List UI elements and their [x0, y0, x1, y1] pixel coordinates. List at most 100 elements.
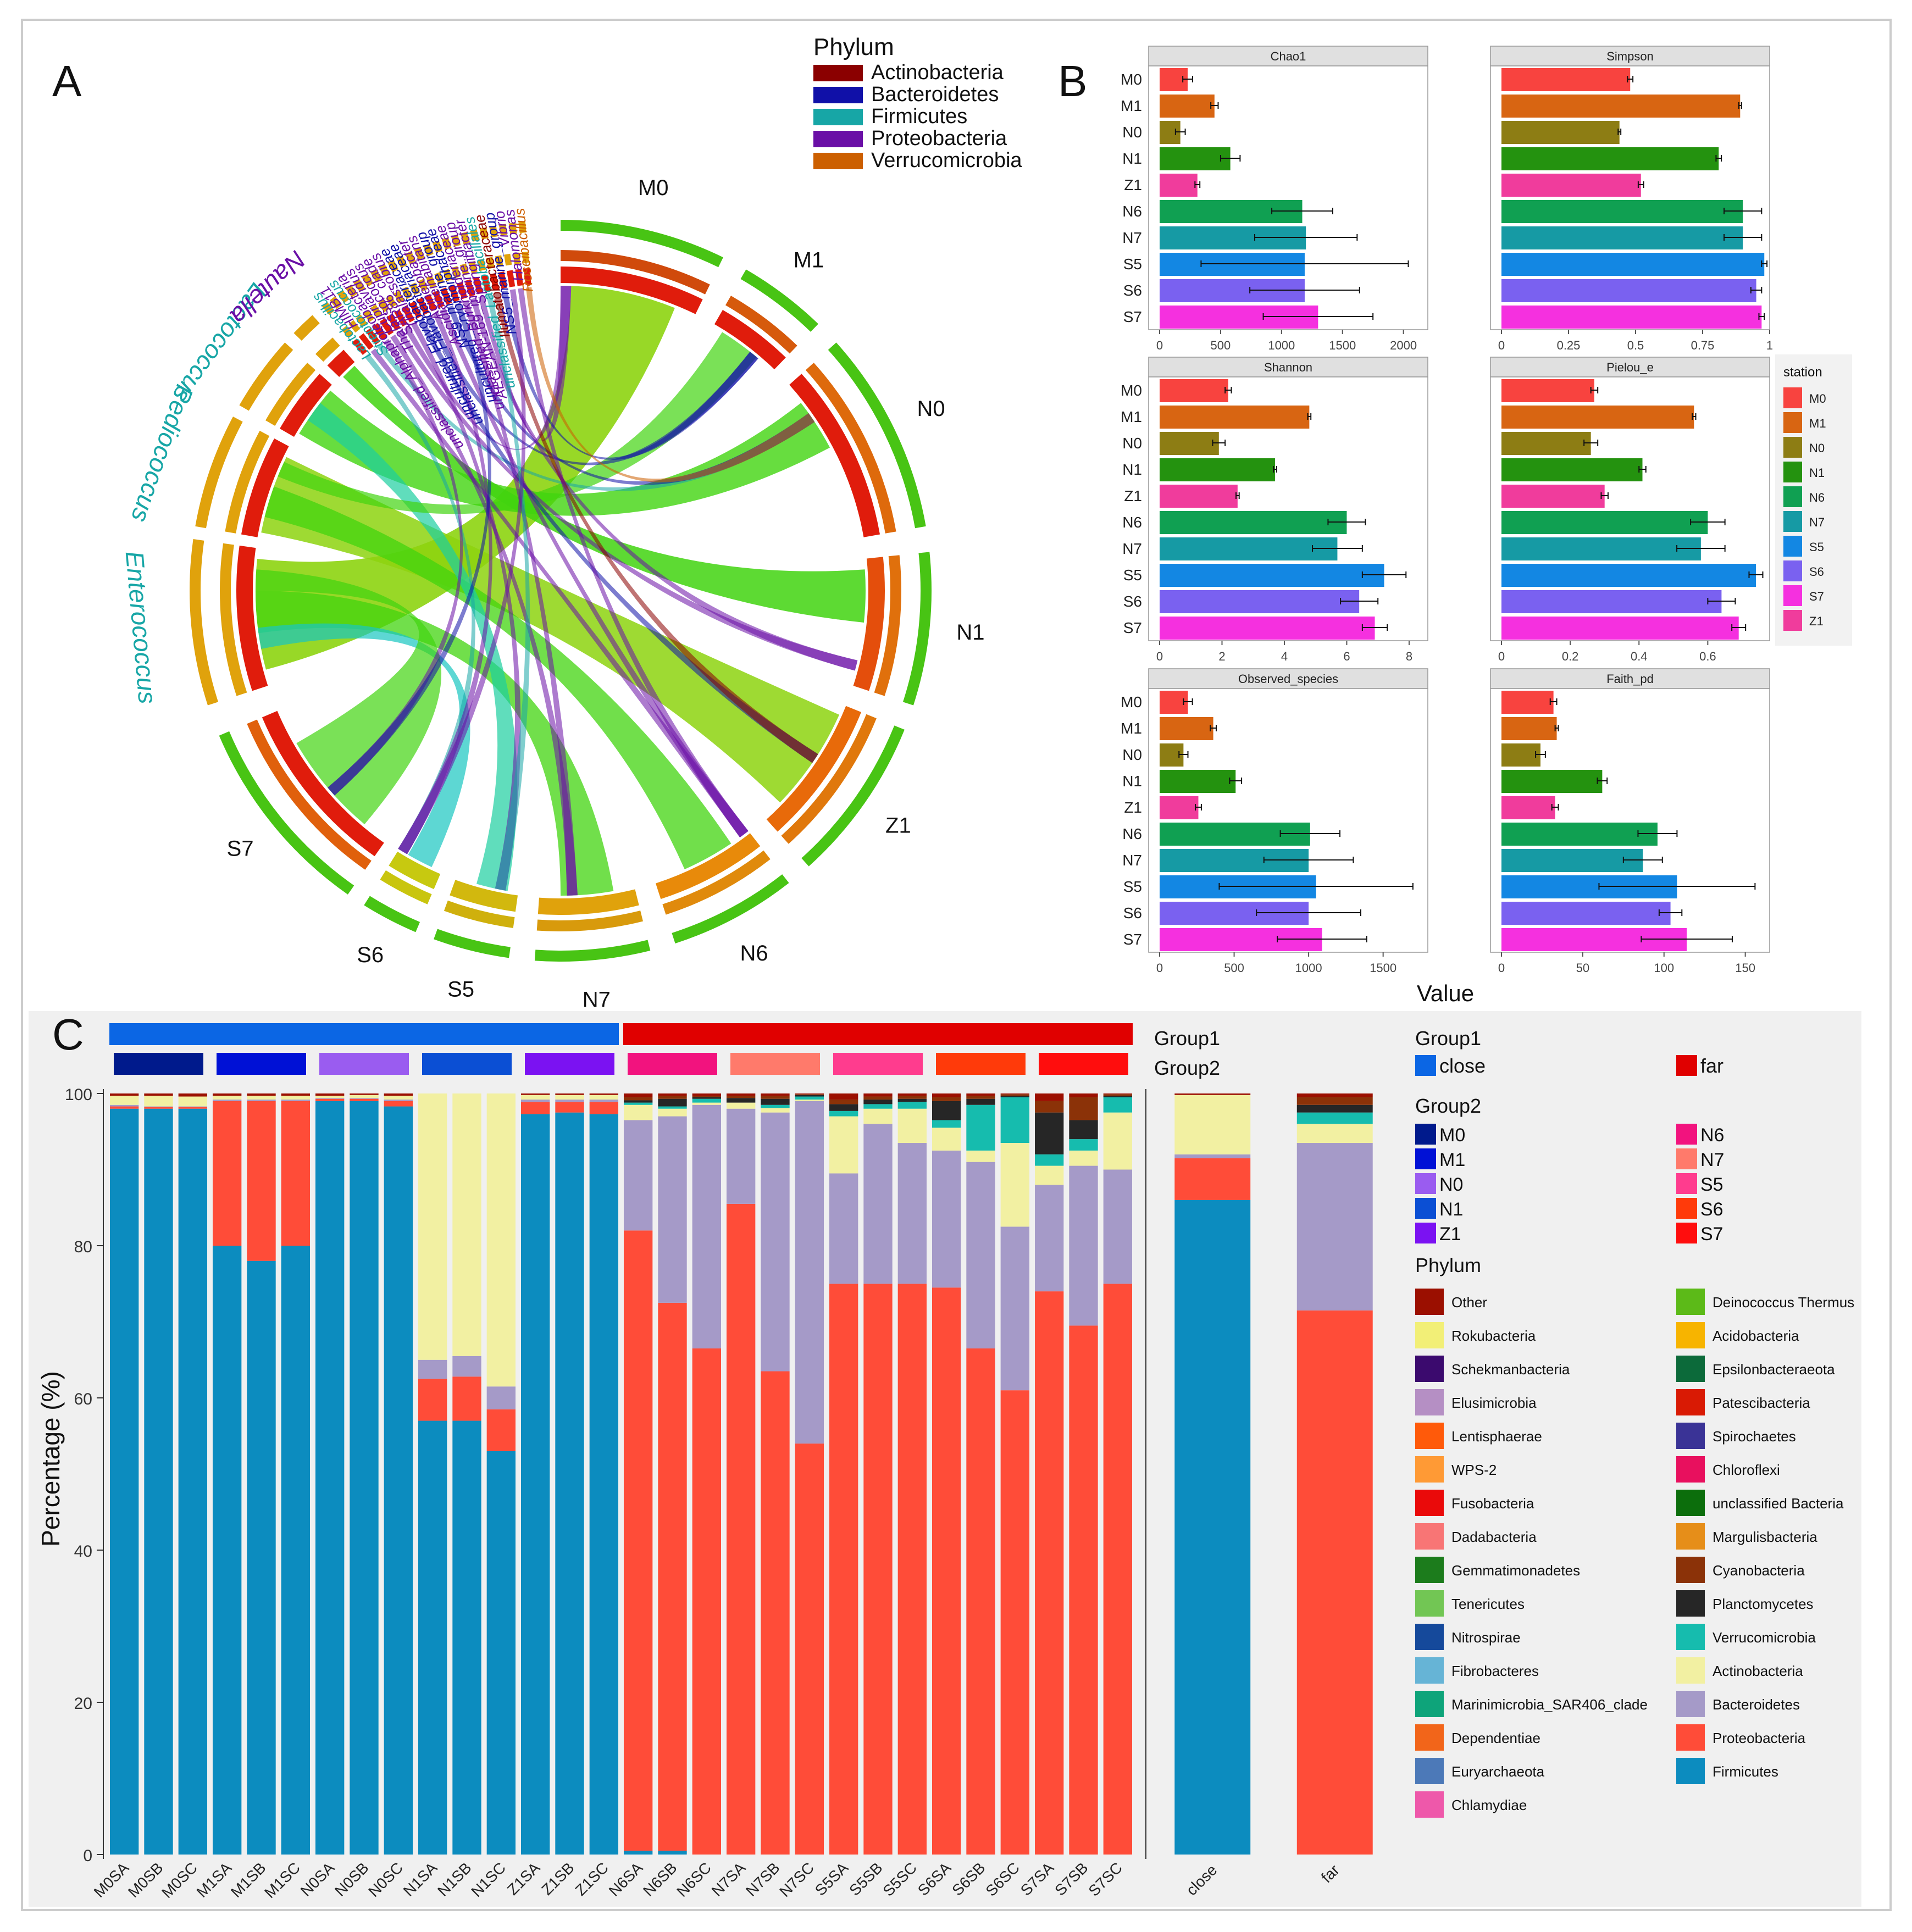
bar-S7: [1160, 617, 1375, 640]
bar-S7: [1501, 617, 1739, 640]
segment-S7SB-Proteobacteria: [1069, 1325, 1098, 1855]
station-legend-label-N7: N7: [1809, 515, 1825, 529]
genus-mid-ring-Pediococcus: [225, 430, 270, 534]
station-mid-ring-S5: [444, 900, 515, 928]
phylum-swatch-Schekmanbacteria: [1415, 1356, 1444, 1382]
ribbon-uncultured_Cryomorphaceae: [328, 302, 491, 796]
y-tick-label-S6: S6: [1123, 904, 1142, 921]
phylum-legend: Phylum ActinobacteriaBacteroidetesFirmic…: [813, 34, 1022, 172]
station-legend-label-N1: N1: [1809, 466, 1825, 480]
bar-N1: [1160, 147, 1231, 170]
genus-inner-ring-Streptococcus: [365, 328, 380, 345]
segment-N6SA-Cyanobacteria: [623, 1097, 653, 1101]
station-mid-ring-M1: [725, 296, 797, 354]
segment-S6SC-Other: [1000, 1093, 1030, 1095]
x-tick-label: 50: [1576, 961, 1589, 975]
segment-S6SB-Planctomycetes: [966, 1098, 995, 1105]
station-inner-ring-S6: [389, 851, 441, 890]
phylum-swatch-Chlamydiae: [1415, 1791, 1444, 1818]
segment-N7SA-Bacteroidetes: [726, 1108, 756, 1204]
bar-Z1: [1160, 174, 1198, 197]
segment-N0SB-Firmicutes: [350, 1101, 379, 1855]
facet-title: Pielou_e: [1606, 360, 1654, 374]
phylum-swatch-Margulisbacteria: [1676, 1523, 1705, 1550]
phylum-legend-label-Deinococcus Thermus: Deinococcus Thermus: [1713, 1294, 1854, 1311]
phylum-legend-label-Dependentiae: Dependentiae: [1451, 1730, 1540, 1746]
segment-N7SB-Bacteroidetes: [761, 1112, 790, 1372]
segment-N0SA-Actinobacteria: [315, 1096, 345, 1098]
x-tick-label: 0.2: [1562, 649, 1579, 663]
segment-M1SB-Firmicutes: [247, 1261, 276, 1855]
x-tick-label: 0.25: [1557, 338, 1581, 352]
segment-M1SC-Bacteroidetes: [281, 1100, 311, 1101]
phylum-swatch-Verrucomicrobia: [1676, 1624, 1705, 1650]
station-label-N6: N6: [740, 941, 768, 965]
station-legend-label-N0: N0: [1809, 441, 1825, 455]
station-swatch-N6: [1783, 486, 1802, 507]
segment-N6SB-Actinobacteria: [658, 1108, 687, 1117]
segment-N0SC-Actinobacteria: [384, 1096, 413, 1100]
chord-ribbons: [256, 286, 866, 896]
phylum-legend-label-WPS-2: WPS-2: [1451, 1462, 1497, 1478]
station-inner-ring-S7: [262, 710, 384, 857]
x-tick-label: 1000: [1268, 338, 1295, 352]
segment-N7SB-Planctomycetes: [761, 1098, 790, 1105]
bar-M0: [1501, 691, 1554, 714]
segment-Z1SC-Bacteroidetes: [589, 1100, 619, 1102]
segment-S5SB-Verrucomicrobia: [863, 1104, 893, 1109]
x-tick-label: 2000: [1390, 338, 1417, 352]
segment-N7SA-Other: [726, 1093, 756, 1096]
segment-N7SC-Proteobacteria: [795, 1444, 824, 1855]
phylum-swatch-Other: [1415, 1289, 1444, 1315]
segment-close-Proteobacteria: [1174, 1158, 1251, 1200]
facet-Shannon: Shannon 0 2 4 6 8 M0 M1 N0 N1 Z1 N6 N7 S5 S6 S7: [1121, 357, 1428, 663]
segment-S5SC-Bacteroidetes: [897, 1143, 927, 1284]
bar-S5: [1160, 564, 1384, 587]
segment-M1SB-Other: [247, 1093, 276, 1096]
station-swatch-N0: [1783, 437, 1802, 458]
segment-far-Verrucomicrobia: [1296, 1112, 1373, 1124]
phylum-legend-label-Patescibacteria: Patescibacteria: [1713, 1395, 1810, 1411]
genus-inner-ring-Ascidiaceihabitans: [432, 290, 445, 308]
genus-outer-ring-uncultured_Flavobacteriaceae: [387, 259, 399, 273]
group2-legend-title: Group2: [1415, 1095, 1481, 1117]
segment-S6SC-Verrucomicrobia: [1000, 1097, 1030, 1143]
phylum-legend-label-unclassified Bacteria: unclassified Bacteria: [1713, 1495, 1844, 1512]
group2-legend-label-N7: N7: [1700, 1150, 1724, 1170]
y-tick-label: 100: [65, 1086, 92, 1104]
bar-M1: [1160, 95, 1215, 118]
bar-N0: [1501, 743, 1540, 767]
facet-strip: [1148, 46, 1428, 66]
segment-far-Cyanobacteria: [1296, 1097, 1373, 1105]
y-tick-label: 60: [74, 1390, 92, 1408]
station-mid-ring-N7: [536, 911, 643, 931]
station-mid-ring-N1: [874, 555, 901, 696]
bar-S6: [1160, 590, 1360, 613]
station-inner-ring-M0: [561, 267, 703, 314]
genus-outer-ring-Ilumatobacteraceae: [479, 227, 489, 240]
y-tick-label-N6: N6: [1122, 203, 1142, 220]
genus-outer-ring-unclassified_Flavobacteriaceae: [396, 255, 407, 268]
bar-N0: [1501, 121, 1620, 144]
segment-N1SB-Firmicutes: [452, 1420, 481, 1855]
legend-swatch-Actinobacteria: [813, 65, 863, 81]
genus-mid-ring-Vibrio: [503, 253, 512, 266]
bar-M0: [1501, 68, 1631, 91]
station-swatch-M1: [1783, 412, 1802, 433]
segment-N1SB-Proteobacteria: [452, 1376, 481, 1421]
segment-N0SB-Proteobacteria: [350, 1098, 379, 1101]
genus-mid-ring-Enterococcus: [220, 543, 247, 696]
station-label-N7: N7: [583, 988, 611, 1012]
group2-swatch-N6: [1676, 1124, 1697, 1145]
station-outer-ring-S5: [434, 929, 511, 958]
ribbon-enterococcus-s7: [256, 569, 442, 825]
segment-N6SC-Planctomycetes: [692, 1097, 722, 1099]
group2-legend-label-M0: M0: [1439, 1125, 1465, 1146]
station-inner-ring-N7: [537, 889, 639, 915]
phylum-swatch-Bacteroidetes: [1676, 1691, 1705, 1717]
group2-legend-label-N0: N0: [1439, 1174, 1463, 1195]
phylum-swatch-Dadabacteria: [1415, 1523, 1444, 1550]
segment-S7SC-Proteobacteria: [1103, 1284, 1133, 1855]
phylum-legend-label-Spirochaetes: Spirochaetes: [1713, 1428, 1796, 1445]
station-label-M0: M0: [638, 176, 669, 200]
